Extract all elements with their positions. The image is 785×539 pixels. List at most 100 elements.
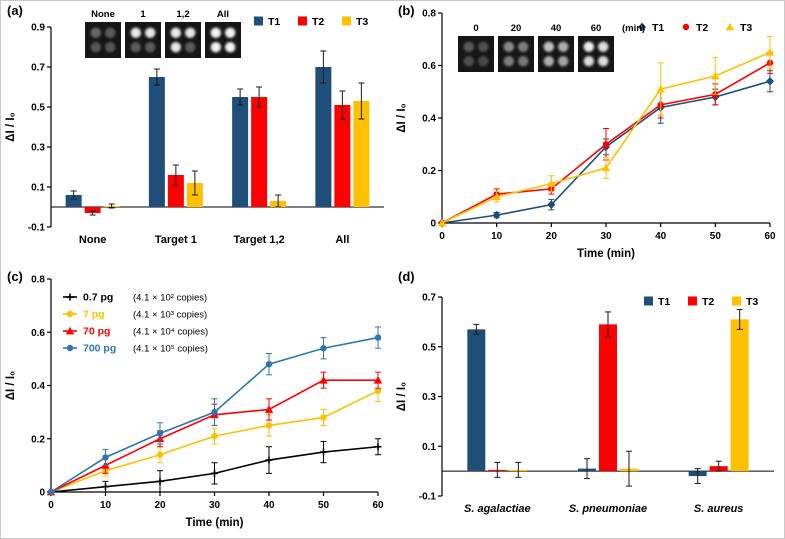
svg-text:-0.1: -0.1 [419,492,437,503]
svg-text:All: All [217,9,229,20]
svg-text:7 pg: 7 pg [83,309,105,321]
svg-text:0.7: 0.7 [31,63,45,74]
panel-d-chart: -0.1 0.1 0.3 0.5 0.7 ΔI / I₀ S. agalactiae S. p… [396,293,774,515]
svg-text:0.6: 0.6 [31,328,45,339]
series-T3 [437,36,775,227]
svg-text:T2: T2 [312,16,324,28]
svg-text:1: 1 [140,9,146,20]
svg-text:0.5: 0.5 [422,342,436,353]
svg-text:-0.1: -0.1 [28,223,46,234]
legend: T1 T2 T3 [254,16,368,28]
x-axis: None Target 1 Target 1,2 All [79,234,350,246]
svg-text:20: 20 [154,500,166,511]
panel-d-label: (d) [398,269,415,284]
inset-spot-images: 0 20 40 60 (min) [458,23,645,72]
y-axis: -0.1 0.1 0.3 0.5 0.7 0.9 ΔI / I₀ [5,23,52,234]
svg-text:T2: T2 [702,296,714,308]
svg-text:0.7: 0.7 [422,293,436,304]
series-T1 [467,323,707,485]
svg-text:20: 20 [546,231,558,242]
panel-c: (c) 0 0.2 0.4 0.6 0.8 ΔI / I₀ 0 10 20 30 40 50 60 Tim… [1,267,392,538]
svg-text:(4.1 × 10⁴ copies): (4.1 × 10⁴ copies) [133,327,208,338]
panel-c-chart: 0 0.2 0.4 0.6 0.8 ΔI / I₀ 0 10 20 30 40 50 60 Time (m… [5,275,384,530]
series-700 pg [47,326,382,496]
svg-text:70 pg: 70 pg [83,326,110,338]
svg-text:T1: T1 [658,296,670,308]
svg-text:S. pneumoniae: S. pneumoniae [569,503,647,515]
svg-text:0.6: 0.6 [422,61,436,72]
svg-text:0.3: 0.3 [31,143,45,154]
legend: T1 T2 T3 [644,296,758,308]
series-T2 [488,311,728,478]
inset-spot-images: None 1 1,2 All [85,9,241,58]
svg-text:0.2: 0.2 [422,166,436,177]
svg-text:Time (min): Time (min) [577,248,635,260]
svg-text:T2: T2 [696,22,708,34]
svg-text:T3: T3 [746,296,758,308]
svg-text:T3: T3 [356,16,368,28]
svg-text:0.4: 0.4 [422,114,436,125]
panel-a: (a) -0.1 0.1 0.3 0.5 0.7 0.9 ΔI / I₀ None Target… [1,1,392,267]
svg-text:None: None [91,9,115,20]
panel-a-chart: -0.1 0.1 0.3 0.5 0.7 0.9 ΔI / I₀ None Target 1 Ta… [5,9,384,246]
svg-text:0.3: 0.3 [422,392,436,403]
svg-text:10: 10 [100,500,112,511]
series-T2 [84,86,351,216]
svg-text:0.9: 0.9 [31,23,45,34]
svg-text:20: 20 [511,23,522,34]
svg-text:40: 40 [655,231,667,242]
panel-b-label: (b) [398,3,415,18]
svg-text:0.2: 0.2 [31,434,45,445]
svg-text:T1: T1 [268,16,280,28]
svg-text:Time (min): Time (min) [186,517,244,529]
series-0.7 pg [47,438,382,496]
svg-text:0.7 pg: 0.7 pg [83,292,113,304]
svg-text:(min): (min) [622,23,645,34]
panel-c-label: (c) [7,269,23,284]
svg-text:None: None [79,234,107,246]
svg-text:0.8: 0.8 [422,9,436,20]
svg-text:0.1: 0.1 [422,442,436,453]
x-axis: 0 10 20 30 40 50 60 Time (min) [48,491,384,529]
y-axis: 0 0.2 0.4 0.6 0.8 ΔI / I₀ [396,9,443,230]
x-axis: 0 10 20 30 40 50 60 Time (min) [439,222,776,260]
svg-text:ΔI / I₀: ΔI / I₀ [5,371,17,400]
svg-text:T3: T3 [740,22,752,34]
svg-text:1,2: 1,2 [176,9,189,20]
y-axis: 0 0.2 0.4 0.6 0.8 ΔI / I₀ [5,275,52,499]
svg-text:0: 0 [48,500,54,511]
panel-b-chart: 0 0.2 0.4 0.6 0.8 ΔI / I₀ 0 10 20 30 40 50 60 Time (m… [396,9,776,261]
svg-text:ΔI / I₀: ΔI / I₀ [396,103,408,132]
svg-text:30: 30 [600,231,612,242]
svg-text:0.1: 0.1 [31,183,45,194]
svg-text:0.8: 0.8 [31,275,45,286]
legend: 0.7 pg (4.1 × 10² copies) 7 pg (4.1 × 10³ c… [63,292,208,355]
svg-text:50: 50 [710,231,722,242]
svg-text:ΔI / I₀: ΔI / I₀ [5,112,17,141]
svg-text:0: 0 [473,23,478,34]
svg-text:All: All [335,234,349,246]
svg-text:S. agalactiae: S. agalactiae [464,503,531,515]
svg-text:(4.1 × 10⁵ copies): (4.1 × 10⁵ copies) [133,344,208,355]
svg-text:0.4: 0.4 [31,381,45,392]
svg-text:40: 40 [263,500,275,511]
panel-a-label: (a) [7,3,23,18]
svg-text:60: 60 [372,500,384,511]
series-T3 [509,308,749,487]
svg-text:Target 1: Target 1 [155,234,197,246]
series-T1 [65,50,332,207]
svg-text:(4.1 × 10² copies): (4.1 × 10² copies) [133,293,207,304]
svg-text:700 pg: 700 pg [83,343,116,355]
svg-text:60: 60 [764,231,776,242]
svg-text:(4.1 × 10³ copies): (4.1 × 10³ copies) [133,310,207,321]
svg-text:30: 30 [209,500,221,511]
svg-text:S. aureus: S. aureus [694,503,744,515]
series-T3 [103,82,370,209]
legend: T1 T2 T3 [638,22,752,34]
panel-b: (b) 0 0.2 0.4 0.6 0.8 ΔI / I₀ 0 10 20 30 40 50 60 Tim… [392,1,784,267]
svg-text:40: 40 [551,23,562,34]
svg-text:Target 1,2: Target 1,2 [234,234,285,246]
svg-text:60: 60 [591,23,602,34]
svg-text:0.5: 0.5 [31,103,45,114]
